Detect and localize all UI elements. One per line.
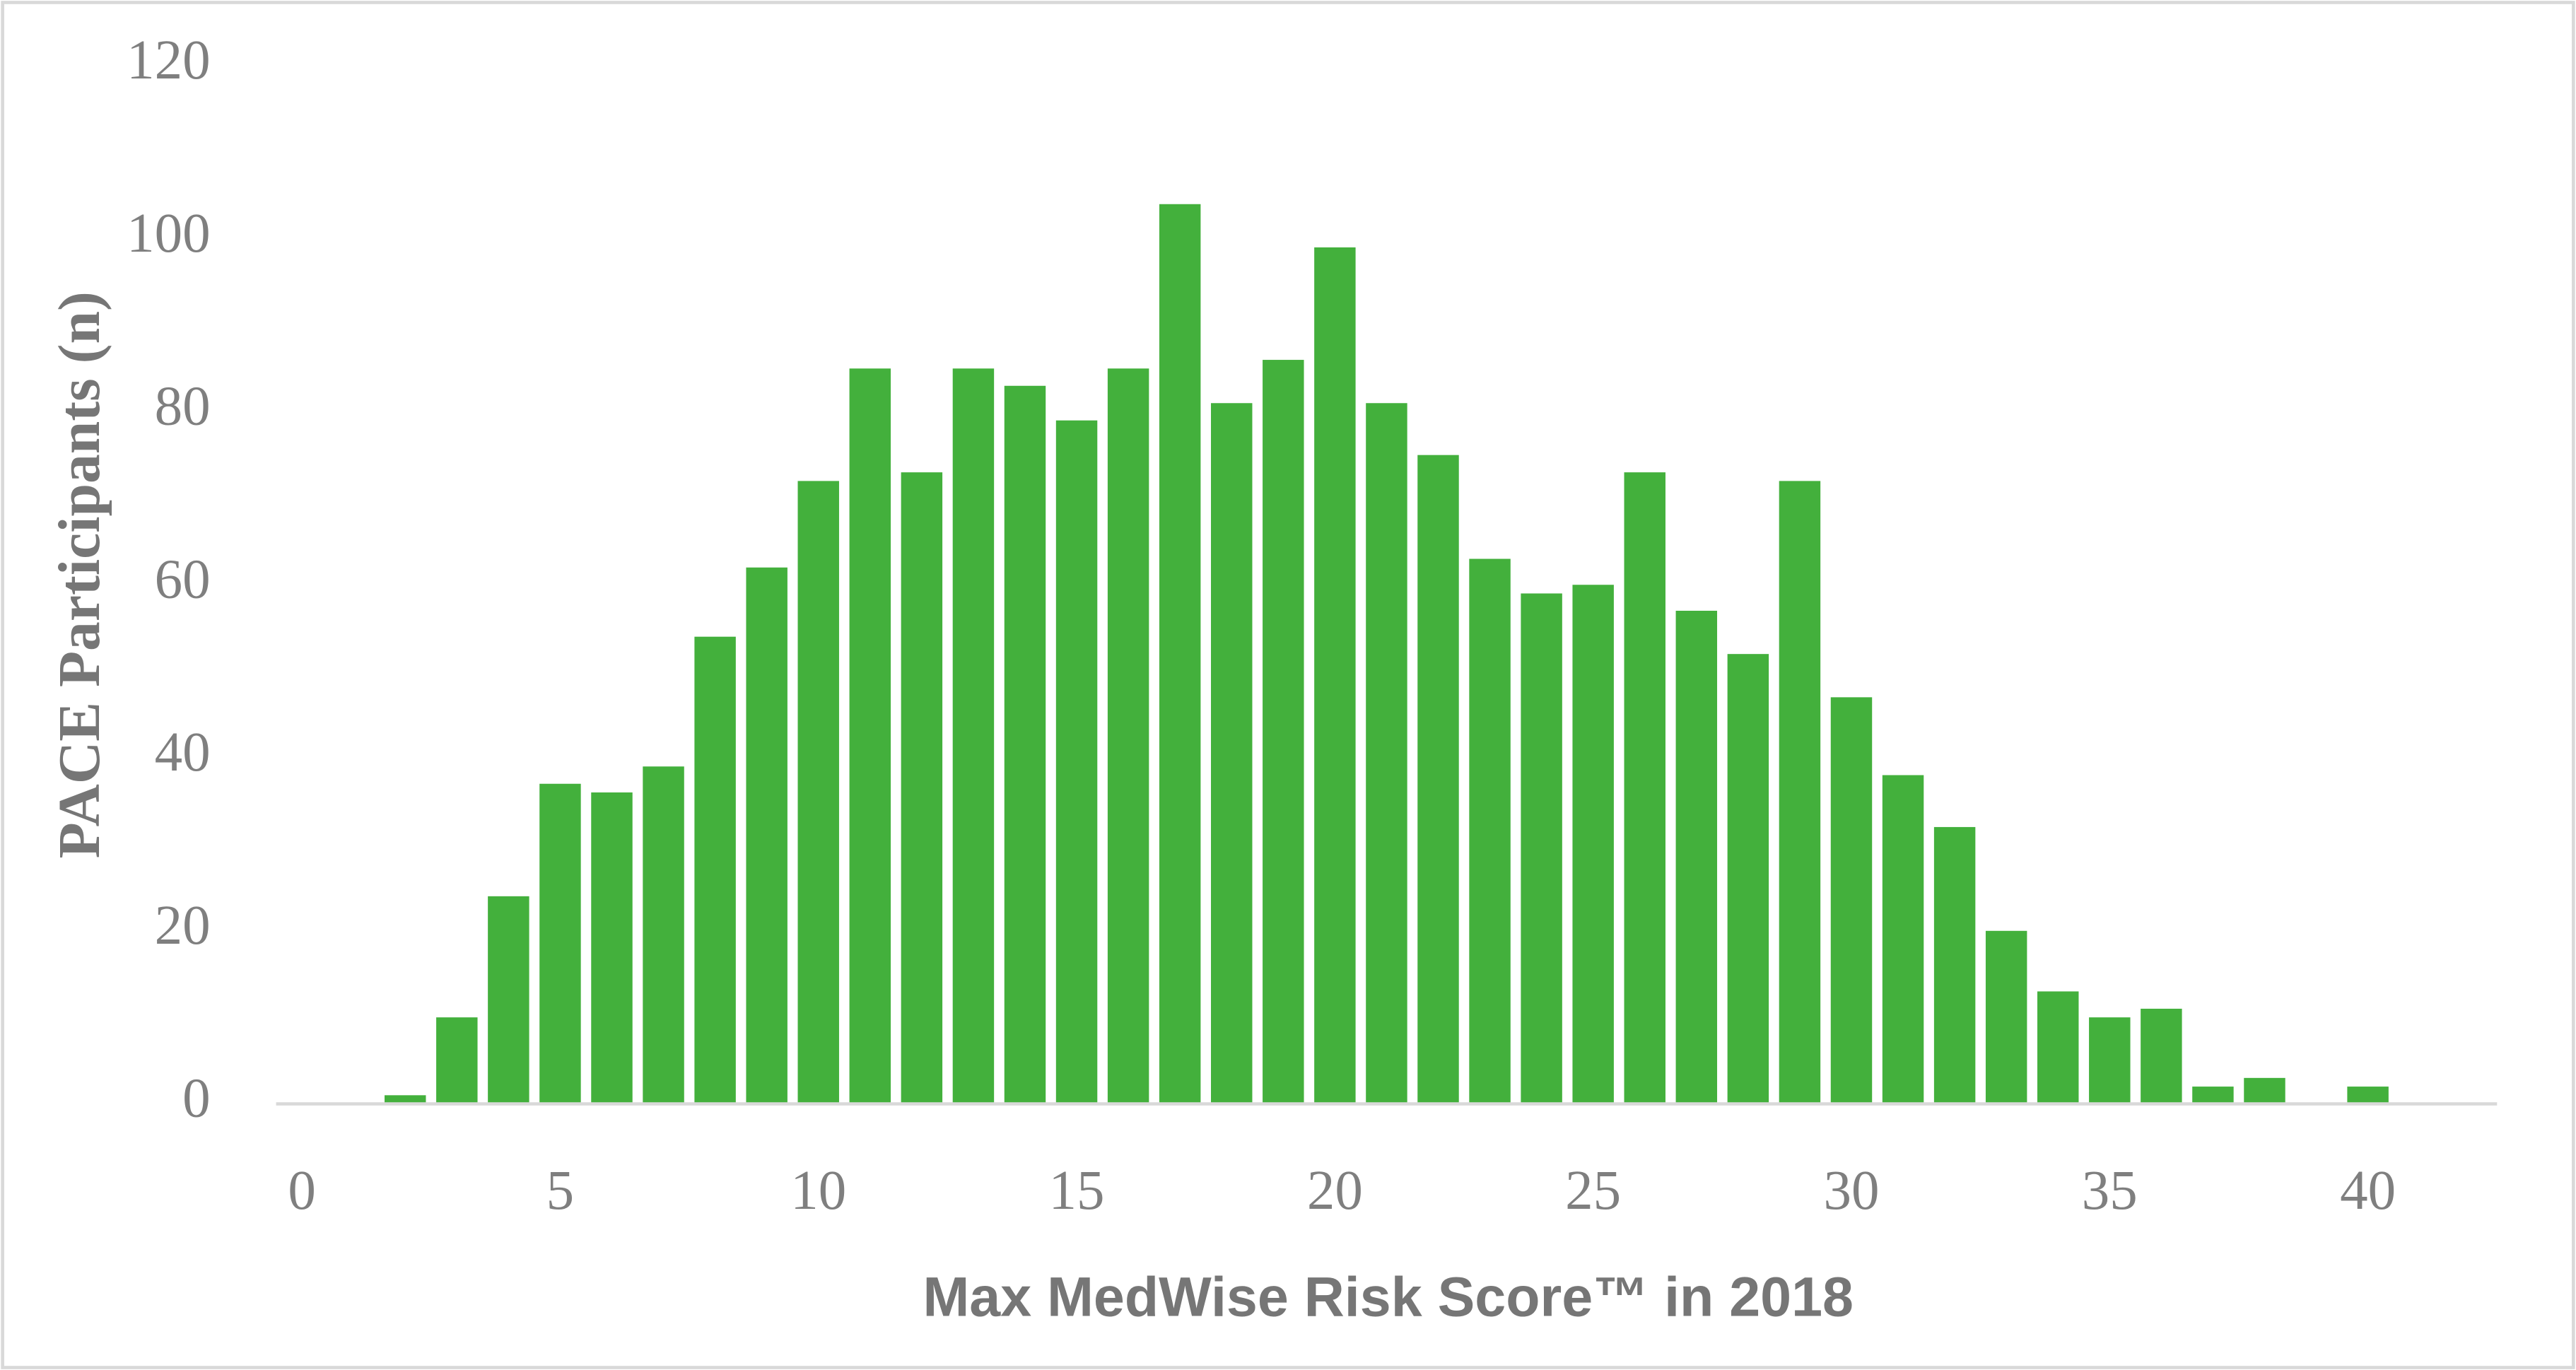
- x-tick-label: 25: [1565, 1160, 1621, 1222]
- x-tick-label: 15: [1049, 1160, 1105, 1222]
- x-tick-label: 20: [1307, 1160, 1363, 1222]
- y-tick-label: 20: [155, 895, 211, 956]
- x-tick-label: 5: [546, 1160, 575, 1222]
- bar: [1263, 360, 1304, 1104]
- bar: [1933, 826, 1976, 1104]
- bar: [488, 896, 529, 1104]
- bar: [1624, 472, 1665, 1104]
- x-tick-label: 35: [2082, 1160, 2138, 1222]
- bar: [1985, 930, 2027, 1104]
- bar: [643, 766, 684, 1104]
- y-tick-label: 120: [127, 30, 211, 91]
- bar: [2192, 1087, 2234, 1104]
- bar: [2089, 1017, 2131, 1104]
- y-tick-label: 100: [127, 203, 211, 264]
- bar: [1159, 204, 1201, 1104]
- bar: [1314, 247, 1356, 1104]
- bar: [1830, 697, 1873, 1104]
- bar: [436, 1017, 478, 1104]
- bar: [797, 481, 839, 1104]
- bar: [1055, 420, 1098, 1104]
- bar: [1572, 585, 1614, 1104]
- bar: [1366, 403, 1407, 1104]
- bar: [746, 567, 788, 1104]
- bar: [1882, 775, 1924, 1104]
- bar: [1004, 385, 1046, 1104]
- bar: [2244, 1077, 2285, 1104]
- bar: [2347, 1087, 2389, 1104]
- bar: [539, 783, 581, 1104]
- bar: [1779, 481, 1821, 1104]
- bar: [952, 368, 995, 1104]
- bar: [591, 792, 633, 1104]
- bar: [694, 636, 736, 1104]
- x-axis-title: Max MedWise Risk Score™ in 2018: [923, 1265, 1853, 1328]
- y-axis-title: PACE Participants (n): [47, 291, 112, 858]
- y-tick-label: 40: [155, 722, 211, 783]
- x-tick-label: 40: [2340, 1160, 2396, 1222]
- bar: [1469, 558, 1511, 1104]
- x-tick-label: 10: [790, 1160, 846, 1222]
- x-tick-label: 30: [1823, 1160, 1879, 1222]
- bar: [385, 1095, 426, 1104]
- bar: [1211, 403, 1253, 1104]
- y-tick-label: 60: [155, 549, 211, 610]
- bar: [849, 368, 891, 1104]
- bar: [2141, 1008, 2182, 1104]
- x-tick-label: 0: [288, 1160, 315, 1222]
- bar: [1521, 593, 1562, 1104]
- bar: [901, 472, 943, 1104]
- bar: [1417, 455, 1459, 1104]
- bar: [1727, 654, 1769, 1104]
- bar: [2037, 991, 2079, 1104]
- y-tick-label: 0: [182, 1068, 210, 1130]
- bar: [1675, 610, 1718, 1104]
- bar: [1107, 368, 1149, 1104]
- y-tick-label: 80: [155, 376, 211, 438]
